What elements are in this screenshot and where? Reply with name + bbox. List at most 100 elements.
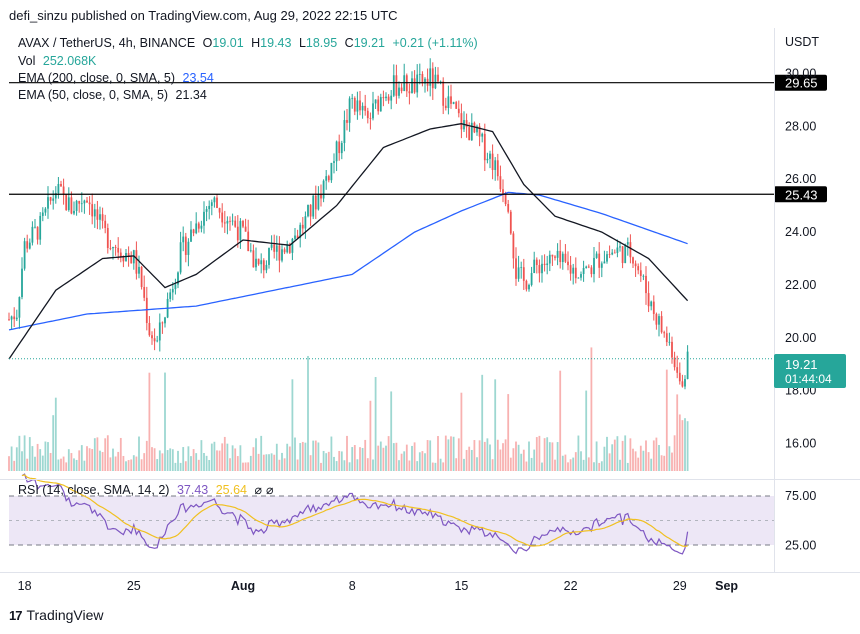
candle-body <box>483 133 486 161</box>
candle-body <box>507 204 510 212</box>
open-value: 19.01 <box>212 36 244 50</box>
time-axis[interactable]: 18 25 Aug 8 15 22 29 Sep <box>18 579 739 593</box>
candle-body <box>340 143 343 154</box>
volume-bar <box>39 449 42 471</box>
volume-bar <box>528 441 530 471</box>
volume-bar <box>574 452 577 471</box>
candle-body <box>598 253 601 268</box>
ema50-legend[interactable]: EMA (50, close, 0, SMA, 5) 21.34 <box>18 88 207 102</box>
ema200-legend[interactable]: EMA (200, close, 0, SMA, 5) 23.54 <box>18 71 214 85</box>
volume-bar <box>359 447 361 471</box>
rsi-label[interactable]: RSI (14, close, SMA, 14, 2) <box>18 483 170 497</box>
candle-body <box>387 96 390 101</box>
volume-bar <box>197 459 200 471</box>
volume-bar <box>127 460 130 471</box>
volume-bar <box>322 450 325 471</box>
candle-body <box>452 102 455 104</box>
volume-bar <box>268 454 270 471</box>
volume-bar <box>512 448 515 471</box>
candle-body <box>36 226 39 240</box>
candle-body <box>525 280 528 290</box>
visibility-icon[interactable]: ⌀ <box>254 483 262 497</box>
symbol-legend[interactable]: AVAX / TetherUS, 4h, BINANCE O19.01 H19.… <box>18 36 478 50</box>
candle-body <box>429 68 432 86</box>
rsi-tick-label: 75.00 <box>785 489 816 503</box>
volume-bar <box>153 448 156 471</box>
volume-bar <box>400 453 403 471</box>
volume-bar <box>242 462 244 471</box>
candle-body <box>437 74 439 82</box>
volume-bar <box>288 446 291 471</box>
volume-bar <box>585 390 588 471</box>
volume-bar <box>590 347 593 471</box>
candle-body <box>216 197 218 209</box>
tradingview-brand[interactable]: 17 TradingView <box>9 607 104 623</box>
volume-label[interactable]: Vol <box>18 54 36 68</box>
visibility-icon[interactable]: ⌀ <box>266 483 274 497</box>
volume-bar <box>538 435 541 471</box>
volume-bar <box>166 450 169 471</box>
candle-body <box>655 313 658 325</box>
candle-body <box>348 98 351 123</box>
volume-bar <box>34 456 36 471</box>
volume-bar <box>26 458 29 471</box>
volume-bar <box>304 442 307 471</box>
volume-bar <box>608 453 611 471</box>
candle-body <box>325 176 328 181</box>
volume-bar <box>252 447 255 471</box>
price-tick-label: 20.00 <box>785 331 816 345</box>
candle-body <box>112 247 114 249</box>
horizontal-line-badge <box>774 74 827 91</box>
symbol-name[interactable]: AVAX / TetherUS, 4h, BINANCE <box>18 36 196 50</box>
ema200-label[interactable]: EMA (200, close, 0, SMA, 5) <box>18 71 176 85</box>
candle-body <box>619 246 621 248</box>
volume-bar <box>639 445 642 471</box>
candle-body <box>567 261 569 266</box>
volume-bar <box>203 452 205 471</box>
volume-bar <box>117 451 120 471</box>
horizontal-lines[interactable]: 29.65 25.43 <box>9 74 827 203</box>
volume-bar <box>541 462 543 471</box>
volume-bar <box>278 459 281 471</box>
volume-bar <box>49 452 52 471</box>
volume-bar <box>551 442 554 471</box>
candle-body <box>151 335 153 339</box>
volume-bar <box>216 450 218 471</box>
volume-bar <box>595 441 598 471</box>
candles <box>8 58 689 390</box>
candle-body <box>314 195 317 210</box>
candle-body <box>291 238 294 253</box>
candle-body <box>21 268 23 298</box>
rsi-legend[interactable]: RSI (14, close, SMA, 14, 2) 37.43 25.64 … <box>18 482 274 497</box>
candle-body <box>39 215 42 240</box>
time-tick-label: Aug <box>231 579 255 593</box>
candle-body <box>208 205 211 210</box>
candle-body <box>91 204 94 217</box>
candle-body <box>587 266 590 268</box>
candle-body <box>257 258 260 265</box>
rsi-axis[interactable]: 25.00 75.00 <box>785 489 816 553</box>
volume-bar <box>130 459 133 471</box>
ema50-label[interactable]: EMA (50, close, 0, SMA, 5) <box>18 88 169 102</box>
candle-body <box>494 160 497 170</box>
volume-bar <box>611 444 614 471</box>
volume-bar <box>47 442 49 471</box>
candle-body <box>234 220 237 227</box>
volume-bar <box>496 439 499 471</box>
candle-body <box>44 208 47 213</box>
volume-bar <box>93 438 96 471</box>
volume-legend[interactable]: Vol 252.068K <box>18 54 96 68</box>
volume-bar <box>234 448 237 471</box>
volume-bar <box>317 442 320 471</box>
candle-body <box>424 78 426 84</box>
candle-body <box>343 120 346 144</box>
candle-body <box>606 254 608 262</box>
volume-bar <box>616 436 619 471</box>
candle-body <box>530 273 533 285</box>
rsi-ma-line <box>21 474 688 548</box>
ema-200-line <box>8 191 688 331</box>
candle-body <box>626 242 629 245</box>
volume-bar <box>468 446 471 471</box>
